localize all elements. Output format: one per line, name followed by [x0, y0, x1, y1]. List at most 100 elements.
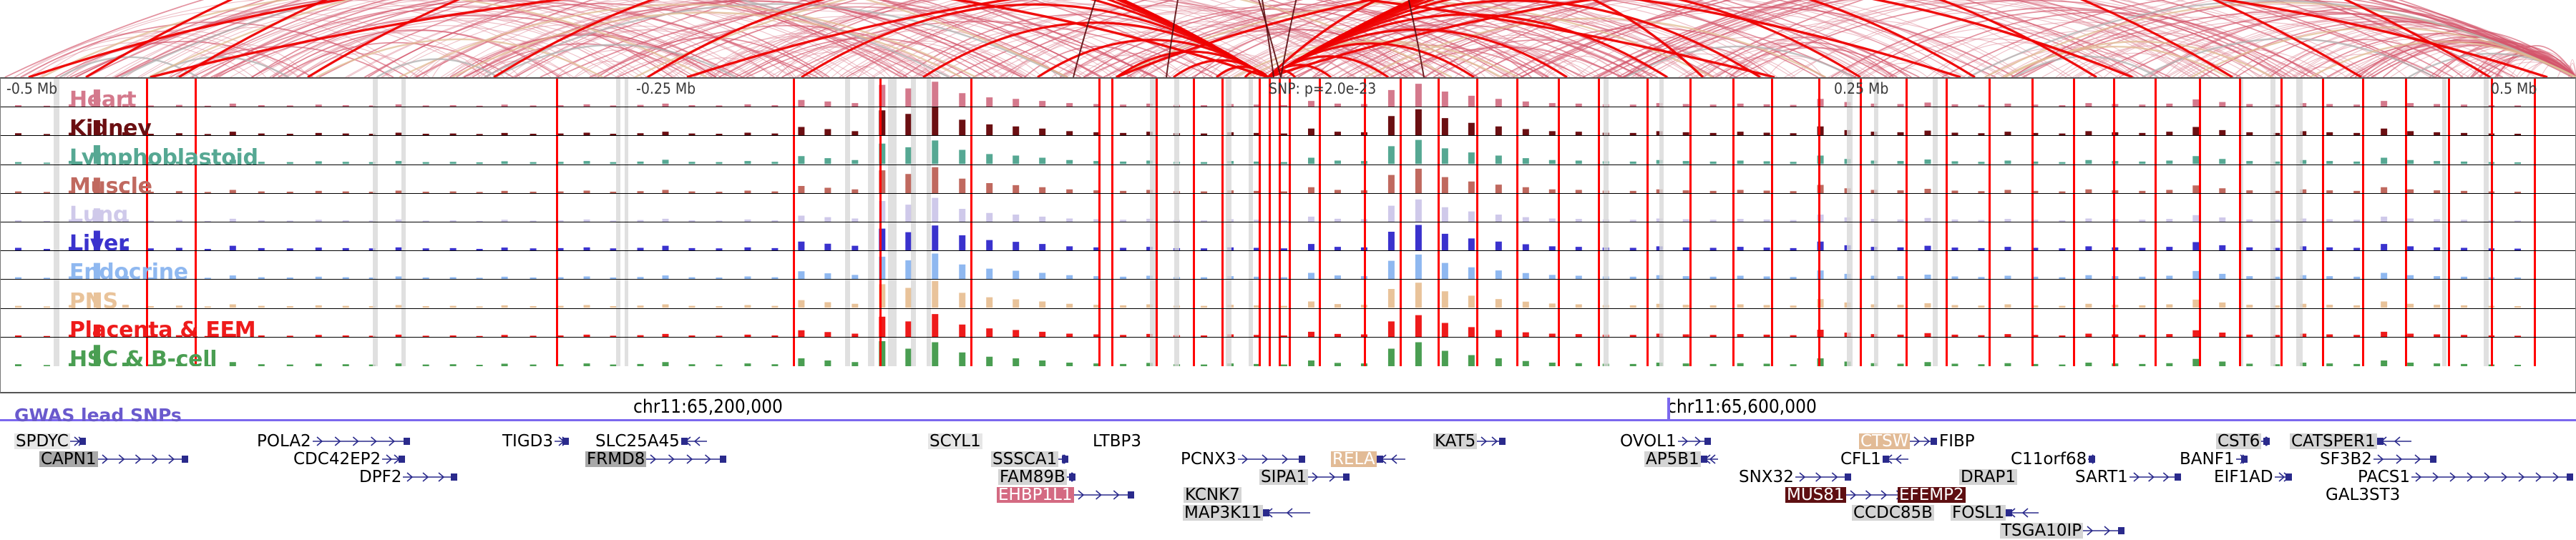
gwas-snp-marker[interactable] [2405, 193, 2407, 222]
gwas-snp-marker[interactable] [1989, 165, 1991, 193]
gwas-snp-marker[interactable] [2073, 308, 2075, 337]
gene-tsga10ip[interactable]: TSGA10IP [2000, 523, 2125, 539]
gwas-snp-marker[interactable] [879, 165, 882, 193]
gwas-snp-marker[interactable] [1279, 222, 1281, 251]
gwas-snp-marker[interactable] [2239, 251, 2241, 280]
gwas-snp-marker[interactable] [1438, 251, 1440, 280]
gwas-snp-marker[interactable] [1646, 193, 1649, 222]
gwas-snp-marker[interactable] [1400, 222, 1402, 251]
gwas-snp-marker[interactable] [1860, 107, 1862, 136]
gwas-snp-marker[interactable] [2031, 222, 2034, 251]
gwas-snp-marker[interactable] [1689, 79, 1692, 107]
gwas-snp-marker[interactable] [1516, 337, 1518, 366]
gwas-snp-marker[interactable] [2448, 79, 2450, 107]
gene-sipa1[interactable]: SIPA1 [1259, 469, 1350, 486]
gwas-snp-marker[interactable] [556, 308, 558, 337]
gwas-snp-marker[interactable] [879, 107, 882, 136]
gwas-snp-marker[interactable] [1818, 107, 1820, 136]
gwas-snp-marker[interactable] [1771, 222, 1773, 251]
gwas-snp-marker[interactable] [1364, 308, 1366, 337]
gene-pola2[interactable]: POLA2 [255, 433, 410, 450]
gwas-snp-marker[interactable] [1259, 337, 1261, 366]
gwas-snp-marker[interactable] [1689, 165, 1692, 193]
gwas-snp-marker[interactable] [1689, 280, 1692, 308]
gwas-snp-marker[interactable] [2031, 251, 2034, 280]
gwas-snp-marker[interactable] [1098, 107, 1101, 136]
gwas-snp-marker[interactable] [1946, 280, 1948, 308]
gwas-snp-marker[interactable] [1818, 79, 1820, 107]
gene-kcnk7[interactable]: KCNK7 [1184, 487, 1241, 504]
gwas-snp-marker[interactable] [1438, 107, 1440, 136]
gene-ltbp3[interactable]: LTBP3 [1091, 433, 1143, 450]
gwas-snp-marker[interactable] [1732, 222, 1735, 251]
gwas-snp-marker[interactable] [1818, 165, 1820, 193]
gwas-snp-marker[interactable] [2534, 280, 2536, 308]
gwas-snp-marker[interactable] [1989, 337, 1991, 366]
gwas-snp-marker[interactable] [2534, 251, 2536, 280]
gwas-snp-marker[interactable] [1289, 251, 1291, 280]
gwas-snp-marker[interactable] [1400, 308, 1402, 337]
signal-track-heart[interactable]: Heart -0.5 Mb -0.25 Mb SNP: p=2.0e-23 0.25 M… [1, 79, 2575, 108]
gwas-snp-marker[interactable] [2239, 193, 2241, 222]
gwas-snp-marker[interactable] [1771, 337, 1773, 366]
gwas-snp-marker[interactable] [2031, 337, 2034, 366]
gwas-snp-marker[interactable] [556, 251, 558, 280]
signal-track-lung[interactable]: Lung [1, 193, 2575, 222]
gwas-snp-marker[interactable] [1476, 280, 1478, 308]
gwas-snp-marker[interactable] [2405, 280, 2407, 308]
gwas-snp-marker[interactable] [1156, 280, 1158, 308]
gwas-snp-marker[interactable] [1098, 79, 1101, 107]
gwas-snp-marker[interactable] [2534, 308, 2536, 337]
gwas-snp-marker[interactable] [1098, 337, 1101, 366]
gwas-snp-marker[interactable] [1156, 222, 1158, 251]
gwas-snp-marker[interactable] [2322, 107, 2324, 136]
gwas-snp-marker[interactable] [1818, 337, 1820, 366]
gwas-snp-marker[interactable] [1646, 280, 1649, 308]
gwas-snp-marker[interactable] [1289, 107, 1291, 136]
gwas-snp-marker[interactable] [1259, 136, 1261, 165]
gwas-snp-marker[interactable] [793, 280, 795, 308]
gwas-snp-marker[interactable] [1689, 222, 1692, 251]
gene-dpf2[interactable]: DPF2 [358, 469, 458, 486]
gwas-snp-marker[interactable] [1732, 136, 1735, 165]
gwas-snp-marker[interactable] [793, 79, 795, 107]
gwas-snp-marker[interactable] [2073, 280, 2075, 308]
gwas-snp-marker[interactable] [2239, 337, 2241, 366]
gene-tigd3[interactable]: TIGD3 [501, 433, 569, 450]
gene-catsper1[interactable]: CATSPER1 [2290, 433, 2411, 450]
gwas-snp-marker[interactable] [1269, 79, 1271, 107]
gwas-snp-marker[interactable] [195, 337, 197, 366]
gwas-snp-marker[interactable] [970, 136, 972, 165]
gwas-snp-marker[interactable] [2155, 107, 2157, 136]
gene-capn1[interactable]: CAPN1 [39, 451, 188, 468]
gwas-snp-marker[interactable] [1732, 337, 1735, 366]
gwas-snp-marker[interactable] [1818, 193, 1820, 222]
gwas-snp-marker[interactable] [2199, 136, 2201, 165]
gwas-snp-marker[interactable] [2239, 79, 2241, 107]
gwas-snp-marker[interactable] [1364, 280, 1366, 308]
gwas-snp-marker[interactable] [2239, 308, 2241, 337]
gwas-snp-marker[interactable] [1732, 280, 1735, 308]
gwas-snp-marker[interactable] [1689, 107, 1692, 136]
gwas-snp-marker[interactable] [2280, 308, 2283, 337]
gwas-snp-marker[interactable] [1732, 193, 1735, 222]
gwas-snp-marker[interactable] [2491, 79, 2493, 107]
gwas-snp-marker[interactable] [2199, 251, 2201, 280]
gwas-snp-marker[interactable] [1221, 280, 1224, 308]
gwas-snp-marker[interactable] [1111, 222, 1113, 251]
gwas-snp-marker[interactable] [2534, 222, 2536, 251]
gwas-snp-marker[interactable] [556, 136, 558, 165]
gwas-snp-marker[interactable] [1771, 107, 1773, 136]
gwas-snp-marker[interactable] [2280, 280, 2283, 308]
gwas-snp-marker[interactable] [1289, 136, 1291, 165]
gwas-snp-marker[interactable] [1906, 222, 1908, 251]
gene-eif1ad[interactable]: EIF1AD [2212, 469, 2292, 486]
gwas-snp-marker[interactable] [2534, 165, 2536, 193]
gwas-snp-marker[interactable] [1111, 308, 1113, 337]
gwas-snp-marker[interactable] [1476, 165, 1478, 193]
gwas-snp-marker[interactable] [1193, 280, 1195, 308]
gwas-snp-marker[interactable] [1989, 136, 1991, 165]
gwas-snp-marker[interactable] [970, 280, 972, 308]
gwas-snp-marker[interactable] [1319, 79, 1321, 107]
gwas-snp-marker[interactable] [1732, 251, 1735, 280]
